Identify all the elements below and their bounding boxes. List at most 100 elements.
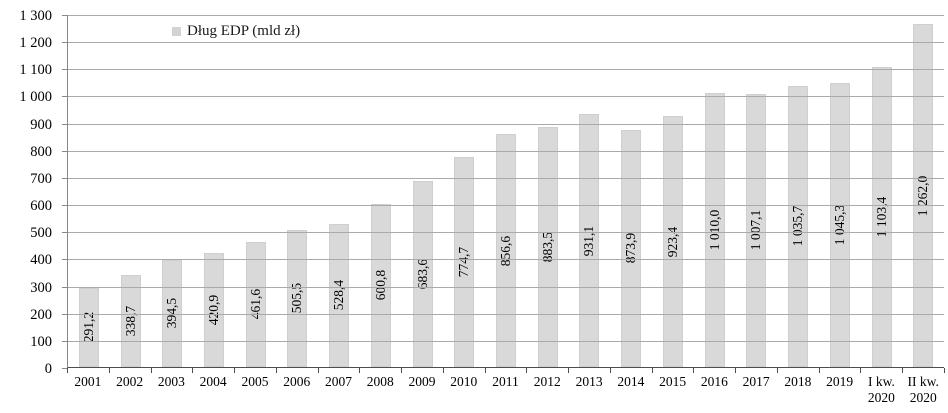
gridline	[68, 232, 944, 234]
y-tick-label: 1 200	[19, 35, 52, 52]
bar-slot: 338,7	[110, 15, 152, 367]
bar-value-label: 1 010,0	[706, 209, 722, 251]
bar-value-label: 774,7	[456, 246, 472, 277]
x-tick-mark	[693, 368, 695, 373]
bar-slot: 683,6	[402, 15, 444, 367]
x-tick-mark	[275, 368, 277, 373]
y-tick-label: 800	[30, 143, 52, 160]
bar-value-label: 1 035,7	[790, 206, 806, 247]
x-tick-mark	[609, 368, 611, 373]
x-tick-mark	[568, 368, 570, 373]
bar-slot: 505,5	[277, 15, 319, 367]
y-tick-mark	[62, 123, 67, 125]
gridline	[68, 96, 944, 98]
bar-slot: 461,6	[235, 15, 277, 367]
x-axis: 2001 2002 2003 2004 2005 2006 2007 2008 2009 2010…	[67, 374, 944, 405]
y-tick-mark	[62, 286, 67, 288]
bar-slot: 1 010,0	[694, 15, 736, 367]
bar-value-label: 600,8	[372, 270, 388, 301]
y-tick-label: 300	[30, 279, 52, 296]
x-tick-label: 2005	[241, 374, 269, 389]
x-tick-mark	[234, 368, 236, 373]
bar-value-label: 883,5	[539, 231, 555, 263]
plot-area: 291,2 338,7 394,5 420,9 461,6 505,5 528,4 600,8…	[67, 15, 944, 368]
bar: 338,7	[120, 275, 141, 367]
x-tick-label: 2019	[826, 374, 854, 389]
gridline	[68, 15, 944, 16]
x-tick-label: 2003	[157, 374, 185, 389]
y-tick-label: 100	[30, 333, 52, 350]
y-tick-mark	[62, 313, 67, 315]
y-tick-mark	[62, 96, 67, 98]
x-tick-label: 2007	[324, 374, 352, 389]
x-tick-mark	[67, 368, 68, 373]
x-tick-label: 2009	[408, 374, 436, 389]
x-tick-mark	[108, 368, 110, 373]
bar: 1 007,1	[746, 93, 767, 367]
gridline	[68, 340, 944, 342]
x-tick-label: 2001	[74, 374, 102, 389]
x-tick-label: 2013	[575, 374, 603, 389]
bar: 505,5	[287, 229, 308, 367]
bar-slot: 1 007,1	[736, 15, 778, 367]
bar: 856,6	[496, 134, 517, 367]
legend: Dług EDP (mld zł)	[172, 23, 300, 40]
y-tick-mark	[62, 340, 67, 342]
x-tick-mark	[192, 368, 194, 373]
y-tick-mark	[62, 368, 67, 369]
x-tick-label: 2011	[492, 374, 519, 389]
bar-value-label: 931,1	[581, 225, 597, 256]
bar: 873,9	[621, 129, 642, 367]
x-tick-mark	[442, 368, 444, 373]
bar: 923,4	[662, 116, 683, 367]
bar: 1 010,0	[704, 92, 725, 367]
bar-value-label: 683,6	[414, 259, 430, 290]
bar-slot: 1 035,7	[777, 15, 819, 367]
bar-value-label: 1 045,3	[831, 204, 847, 246]
bar: 774,7	[454, 156, 475, 367]
bar: 420,9	[204, 252, 225, 367]
gridline	[68, 123, 944, 125]
bar: 683,6	[412, 181, 433, 367]
bar: 291,2	[78, 287, 99, 367]
bar-slot: 1 045,3	[819, 15, 861, 367]
x-tick-mark	[860, 368, 862, 373]
gridline	[68, 69, 944, 71]
y-axis: 0 100 200 300 400 500 600 700 800 900 1 000 1 100 1 …	[0, 9, 52, 376]
x-tick-label: I kw. 2020	[867, 374, 895, 405]
x-tick-label: 2015	[659, 374, 687, 389]
bar-slot: 420,9	[193, 15, 235, 367]
y-tick-mark	[62, 259, 67, 261]
gridline	[68, 177, 944, 179]
legend-label: Dług EDP (mld zł)	[187, 23, 301, 39]
y-tick-label: 700	[30, 170, 52, 187]
x-tick-mark	[359, 368, 361, 373]
bar-slot: 873,9	[610, 15, 652, 367]
bar: 1 262,0	[913, 24, 934, 367]
y-tick-mark	[62, 69, 67, 71]
y-tick-mark	[62, 42, 67, 44]
y-tick-label: 900	[30, 116, 52, 133]
bar: 1 103,4	[871, 67, 892, 367]
gridline	[68, 286, 944, 288]
bar-value-label: 1 262,0	[915, 175, 931, 216]
x-tick-label: 2018	[784, 374, 812, 389]
x-tick-mark	[150, 368, 152, 373]
gridline	[68, 150, 944, 152]
x-tick-label: II kw. 2020	[907, 374, 939, 405]
bar: 1 045,3	[829, 83, 850, 367]
bar: 461,6	[245, 241, 266, 367]
x-tick-label: 2006	[283, 374, 311, 389]
gridline	[68, 42, 944, 44]
bar-slot: 291,2	[68, 15, 110, 367]
bar-value-label: 505,5	[289, 283, 305, 314]
y-tick-label: 200	[30, 306, 52, 323]
y-tick-label: 600	[30, 198, 52, 215]
y-tick-mark	[62, 177, 67, 179]
x-tick-label: 2008	[366, 374, 394, 389]
y-tick-label: 500	[30, 225, 52, 242]
bar-slot: 931,1	[569, 15, 611, 367]
bar-slot: 923,4	[652, 15, 694, 367]
x-tick-mark	[526, 368, 528, 373]
x-tick-label: 2010	[450, 374, 478, 389]
